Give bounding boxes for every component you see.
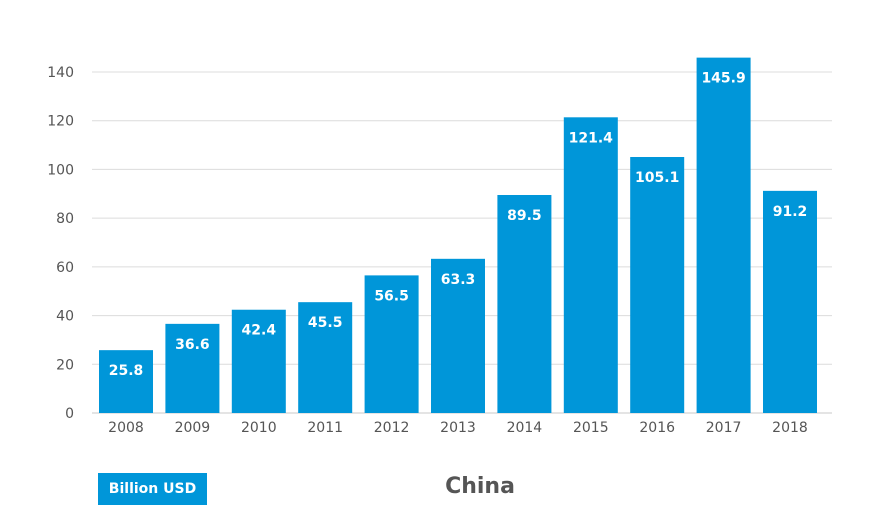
- bar-value-label: 145.9: [701, 71, 745, 87]
- x-tick-label: 2012: [374, 420, 410, 436]
- bar: [763, 190, 817, 413]
- bar-value-label: 56.5: [374, 288, 409, 304]
- x-tick-label: 2018: [772, 420, 808, 436]
- bar: [431, 258, 485, 413]
- x-tick-label: 2014: [507, 420, 543, 436]
- bar-value-label: 45.5: [308, 315, 343, 331]
- bar-value-label: 121.4: [569, 130, 614, 146]
- y-tick-label: 60: [56, 260, 74, 276]
- y-tick-label: 20: [56, 357, 74, 373]
- x-axis-ticks: 2008 2009 2010 2011 2012 2013 2014 2015 2016 2017…: [108, 420, 808, 436]
- bar-value-label: 89.5: [507, 208, 542, 224]
- x-tick-label: 2010: [241, 420, 277, 436]
- bar: [696, 57, 751, 414]
- y-tick-label: 80: [56, 211, 74, 227]
- y-tick-label: 0: [65, 406, 74, 422]
- unit-badge: Billion USD: [98, 473, 207, 505]
- bar-value-label: 91.2: [773, 204, 808, 220]
- x-tick-label: 2015: [573, 420, 609, 436]
- y-tick-label: 140: [47, 65, 74, 81]
- bar: [99, 350, 153, 413]
- bar: [497, 195, 552, 413]
- bars: [99, 57, 817, 414]
- x-tick-label: 2016: [639, 420, 675, 436]
- bar-value-labels: 25.8 36.6 42.4 45.5 56.5 63.3 89.5 121.4 105.1 14…: [109, 71, 808, 380]
- bar: [231, 309, 286, 413]
- bar-value-label: 42.4: [242, 323, 277, 339]
- x-tick-label: 2011: [307, 420, 343, 436]
- bar: [563, 117, 618, 413]
- chart-title: China: [445, 474, 515, 499]
- x-tick-label: 2017: [706, 420, 742, 436]
- x-tick-label: 2013: [440, 420, 476, 436]
- y-tick-label: 120: [47, 114, 74, 130]
- bar: [165, 323, 220, 413]
- bar: [630, 157, 685, 413]
- y-tick-label: 100: [47, 162, 74, 178]
- bar-value-label: 105.1: [635, 170, 679, 186]
- bar: [364, 275, 419, 413]
- x-tick-label: 2009: [175, 420, 211, 436]
- bar-value-label: 63.3: [441, 272, 476, 288]
- bar-value-label: 36.6: [175, 337, 210, 353]
- y-tick-label: 40: [56, 309, 74, 325]
- bar: [298, 302, 353, 413]
- y-axis-ticks: 0 20 40 60 80 100 120 140: [47, 65, 74, 422]
- bar-value-label: 25.8: [109, 363, 144, 379]
- x-tick-label: 2008: [108, 420, 144, 436]
